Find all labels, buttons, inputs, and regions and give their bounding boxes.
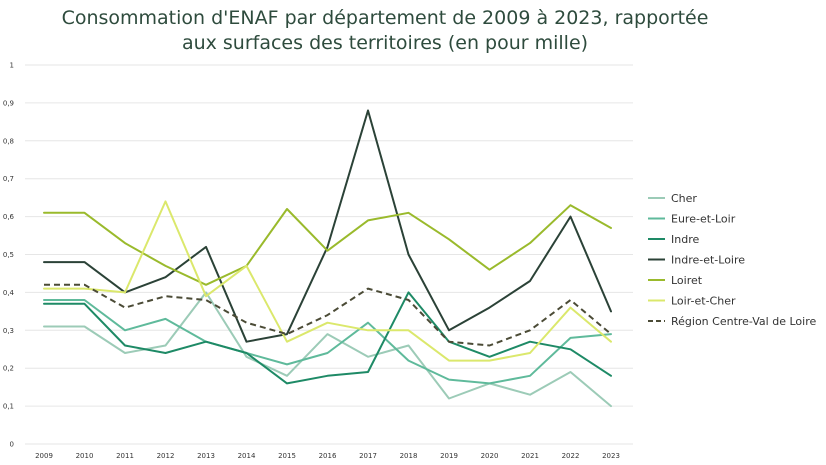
x-tick-label: 2016 bbox=[319, 452, 337, 460]
y-tick-label: 0,4 bbox=[3, 289, 15, 297]
series-line-eure-et-loir bbox=[43, 299, 612, 385]
series-line-indre bbox=[43, 291, 612, 385]
y-tick-label: 0,2 bbox=[3, 365, 14, 373]
x-tick-label: 2019 bbox=[440, 452, 458, 460]
series-line-loir-et-cher bbox=[43, 200, 612, 362]
series-line-r-gion-centre-val-de-loire bbox=[44, 283, 612, 347]
y-tick-label: 0,5 bbox=[3, 251, 14, 259]
chart-title-line2: aux surfaces des territoires (en pour mi… bbox=[181, 32, 589, 54]
legend-label: Indre bbox=[671, 233, 699, 246]
x-tick-label: 2022 bbox=[562, 452, 580, 460]
x-tick-label: 2018 bbox=[400, 452, 418, 460]
y-tick-label: 0,9 bbox=[3, 99, 14, 107]
x-tick-label: 2023 bbox=[602, 452, 620, 460]
chart-title-line1: Consommation d'ENAF par département de 2… bbox=[61, 7, 709, 29]
y-tick-label: 0,6 bbox=[3, 213, 15, 221]
y-tick-label: 0,7 bbox=[3, 175, 14, 183]
y-tick-label: 0,3 bbox=[3, 327, 14, 335]
x-tick-label: 2014 bbox=[238, 452, 256, 460]
x-axis-labels: 2009 2010 2011 2012 2013 2014 2015 2016 2017 2018… bbox=[35, 452, 620, 460]
y-tick-label: 0 bbox=[10, 441, 14, 449]
legend: Cher Eure-et-Loir Indre Indre-et-Loire Loire… bbox=[648, 192, 816, 328]
y-axis-labels: 0 0,1 0,2 0,3 0,4 0,5 0,6 0,7 0,8 0,9 1 bbox=[3, 62, 15, 449]
y-tick-label: 1 bbox=[10, 62, 14, 70]
chart-title: Consommation d'ENAF par département de 2… bbox=[30, 6, 740, 56]
series-line-cher bbox=[43, 291, 612, 408]
series-line-indre-et-loire bbox=[43, 109, 612, 343]
x-tick-label: 2012 bbox=[157, 452, 175, 460]
series-line-loiret bbox=[43, 204, 612, 286]
x-tick-label: 2020 bbox=[481, 452, 499, 460]
series-lines bbox=[43, 109, 612, 408]
x-tick-label: 2011 bbox=[116, 452, 134, 460]
y-tick-label: 0,8 bbox=[3, 137, 14, 145]
x-tick-label: 2013 bbox=[197, 452, 215, 460]
x-tick-label: 2017 bbox=[359, 452, 377, 460]
x-tick-label: 2009 bbox=[35, 452, 53, 460]
legend-label: Loiret bbox=[671, 274, 703, 287]
x-tick-label: 2021 bbox=[521, 452, 539, 460]
y-tick-label: 0,1 bbox=[3, 403, 14, 411]
x-tick-label: 2010 bbox=[76, 452, 94, 460]
legend-label: Région Centre-Val de Loire bbox=[671, 315, 816, 328]
legend-label: Indre-et-Loire bbox=[671, 254, 745, 267]
legend-label: Eure-et-Loir bbox=[671, 213, 736, 226]
x-tick-label: 2015 bbox=[278, 452, 296, 460]
gridlines bbox=[25, 64, 633, 445]
legend-label: Cher bbox=[671, 192, 697, 205]
legend-label: Loir-et-Cher bbox=[671, 295, 736, 308]
